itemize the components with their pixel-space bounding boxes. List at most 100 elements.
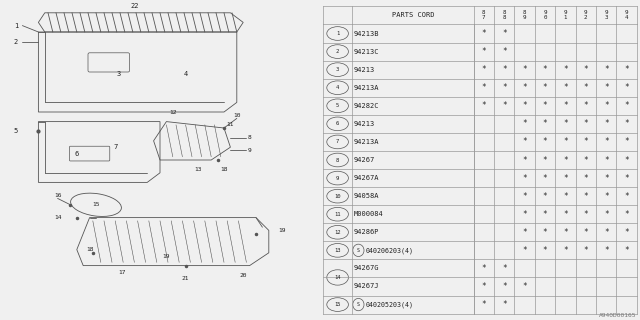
Text: *: * xyxy=(624,83,629,92)
Text: *: * xyxy=(522,210,527,219)
Text: 18: 18 xyxy=(220,167,228,172)
Text: *: * xyxy=(604,119,609,128)
Text: 12: 12 xyxy=(169,109,177,115)
Text: 94267J: 94267J xyxy=(354,284,379,290)
Text: 94267G: 94267G xyxy=(354,265,379,271)
Text: *: * xyxy=(522,282,527,291)
Text: 19: 19 xyxy=(163,253,170,259)
Text: *: * xyxy=(563,228,568,237)
Text: *: * xyxy=(563,119,568,128)
Text: 10: 10 xyxy=(334,194,341,199)
Text: *: * xyxy=(563,65,568,74)
Text: S: S xyxy=(357,302,360,307)
Text: PARTS CORD: PARTS CORD xyxy=(392,12,434,19)
Text: 1: 1 xyxy=(336,31,339,36)
Text: 2: 2 xyxy=(336,49,339,54)
Text: 15: 15 xyxy=(92,202,100,207)
Text: A940D00165: A940D00165 xyxy=(599,313,637,318)
Text: *: * xyxy=(502,47,506,56)
Text: *: * xyxy=(624,192,629,201)
Text: *: * xyxy=(604,156,609,164)
Text: *: * xyxy=(481,300,486,309)
Text: 8
9: 8 9 xyxy=(523,11,526,20)
Text: S: S xyxy=(357,248,360,253)
Text: *: * xyxy=(522,65,527,74)
Text: *: * xyxy=(543,119,547,128)
Text: 94058A: 94058A xyxy=(354,193,379,199)
Text: 14: 14 xyxy=(334,275,341,280)
Text: 13: 13 xyxy=(334,248,341,253)
Text: *: * xyxy=(604,137,609,147)
Text: *: * xyxy=(522,173,527,183)
Text: 2: 2 xyxy=(14,39,18,44)
Text: *: * xyxy=(481,264,486,273)
Text: *: * xyxy=(543,65,547,74)
Text: 94213B: 94213B xyxy=(354,30,379,36)
Text: 9
4: 9 4 xyxy=(625,11,628,20)
Text: *: * xyxy=(624,156,629,164)
Text: *: * xyxy=(604,192,609,201)
Text: *: * xyxy=(522,246,527,255)
Text: 9
1: 9 1 xyxy=(564,11,567,20)
Text: 9: 9 xyxy=(248,148,252,153)
Text: 5: 5 xyxy=(14,128,18,134)
Text: *: * xyxy=(584,210,588,219)
Text: 14: 14 xyxy=(54,215,61,220)
Text: 94213A: 94213A xyxy=(354,139,379,145)
Text: 9
3: 9 3 xyxy=(604,11,608,20)
Text: *: * xyxy=(543,173,547,183)
Text: *: * xyxy=(502,264,506,273)
Text: 15: 15 xyxy=(334,302,341,307)
Text: *: * xyxy=(604,228,609,237)
Text: 11: 11 xyxy=(334,212,341,217)
Text: *: * xyxy=(502,29,506,38)
Text: *: * xyxy=(502,101,506,110)
Text: 19: 19 xyxy=(278,228,285,233)
Text: 3: 3 xyxy=(116,71,120,76)
Text: *: * xyxy=(543,83,547,92)
Text: *: * xyxy=(563,210,568,219)
Text: *: * xyxy=(563,246,568,255)
Text: *: * xyxy=(604,83,609,92)
Text: *: * xyxy=(624,119,629,128)
Text: 17: 17 xyxy=(118,269,125,275)
Text: 6: 6 xyxy=(336,121,339,126)
Text: *: * xyxy=(563,173,568,183)
Text: *: * xyxy=(624,173,629,183)
Text: 9
0: 9 0 xyxy=(543,11,547,20)
Text: 9: 9 xyxy=(336,176,339,180)
Text: *: * xyxy=(522,101,527,110)
Text: *: * xyxy=(604,210,609,219)
Text: *: * xyxy=(584,246,588,255)
Text: 16: 16 xyxy=(54,193,61,198)
Text: *: * xyxy=(584,156,588,164)
Text: *: * xyxy=(624,246,629,255)
Text: 9
2: 9 2 xyxy=(584,11,588,20)
Text: *: * xyxy=(604,101,609,110)
Text: *: * xyxy=(522,137,527,147)
Text: *: * xyxy=(481,282,486,291)
Text: 21: 21 xyxy=(182,276,189,281)
Text: M000084: M000084 xyxy=(354,211,383,217)
Text: 8
7: 8 7 xyxy=(482,11,486,20)
Text: 040205203(4): 040205203(4) xyxy=(365,301,413,308)
Text: *: * xyxy=(522,192,527,201)
Text: 94267: 94267 xyxy=(354,157,375,163)
Text: 7: 7 xyxy=(113,144,117,150)
Text: 94267A: 94267A xyxy=(354,175,379,181)
Text: *: * xyxy=(624,228,629,237)
Text: *: * xyxy=(522,119,527,128)
Text: *: * xyxy=(584,173,588,183)
Text: *: * xyxy=(584,228,588,237)
Text: 94213: 94213 xyxy=(354,121,375,127)
Text: *: * xyxy=(563,83,568,92)
Text: *: * xyxy=(604,173,609,183)
Text: *: * xyxy=(624,137,629,147)
Text: *: * xyxy=(522,156,527,164)
Text: *: * xyxy=(481,29,486,38)
Text: *: * xyxy=(604,65,609,74)
Text: *: * xyxy=(584,137,588,147)
Text: *: * xyxy=(502,282,506,291)
Text: *: * xyxy=(604,246,609,255)
Text: *: * xyxy=(543,228,547,237)
